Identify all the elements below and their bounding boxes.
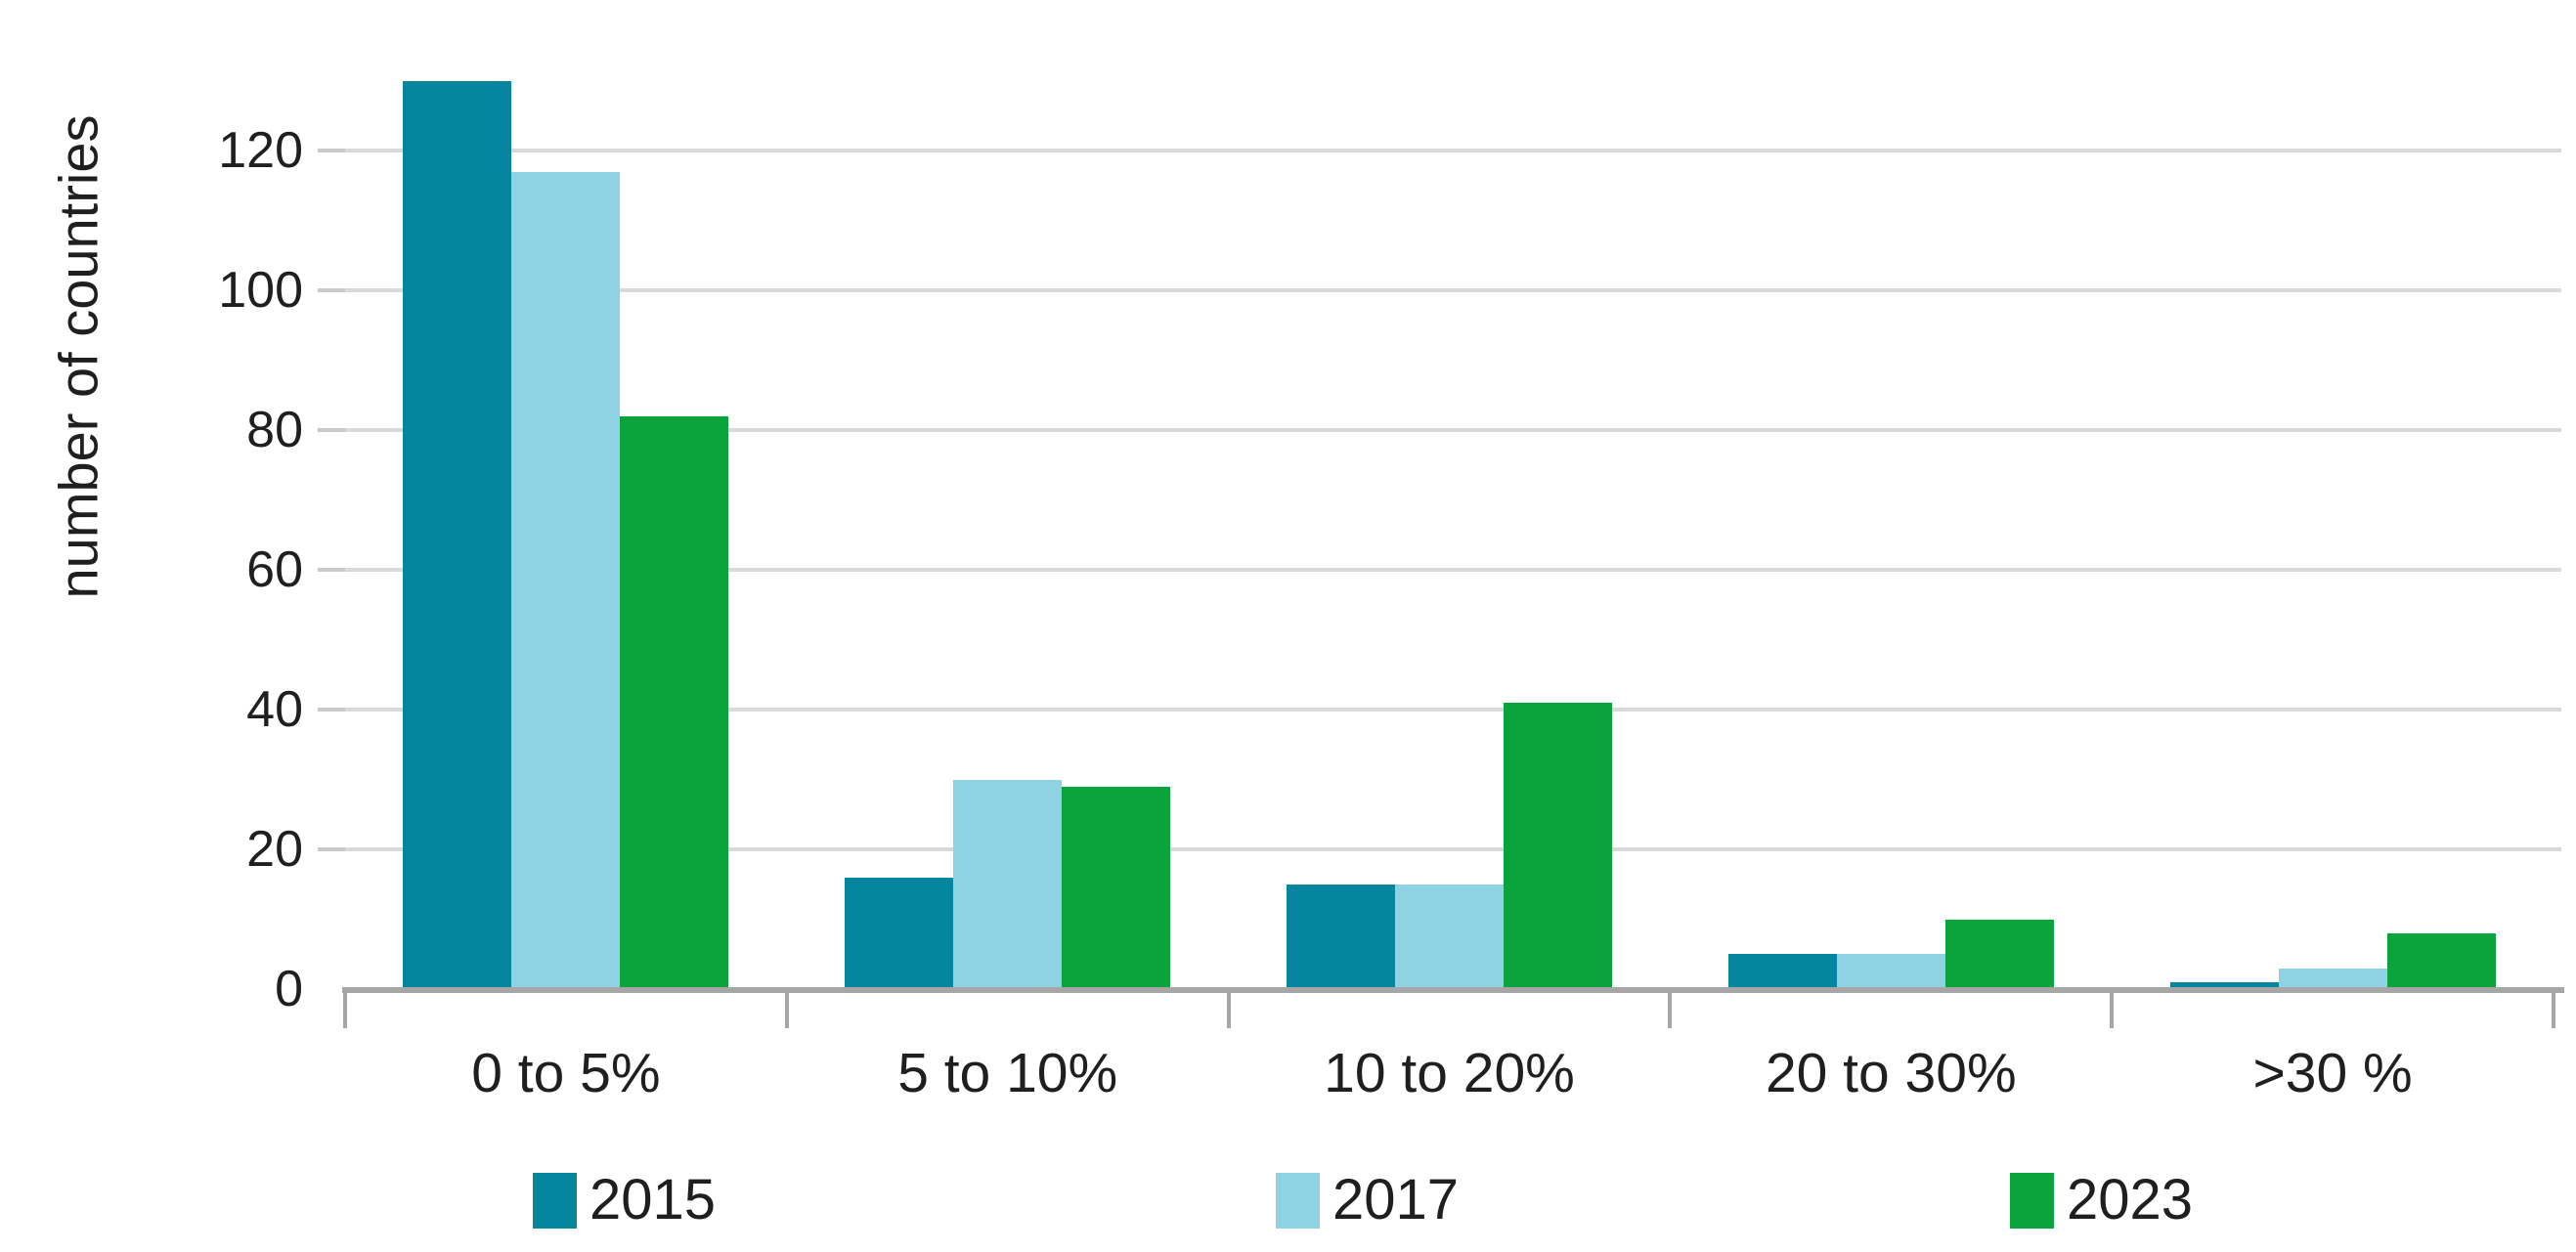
y-tick-mark-80 [318, 428, 345, 433]
legend-entry-2017: 2017 [1276, 1169, 1459, 1231]
legend-label-2023: 2023 [2067, 1168, 2194, 1231]
bar-2015-10-to-20pct [1287, 885, 1395, 989]
legend-entry-2015: 2015 [533, 1169, 716, 1231]
y-tick-label-100: 100 [218, 262, 303, 320]
bar-2017-30-pct [2279, 969, 2387, 989]
gridline-20 [345, 847, 2561, 852]
y-tick-mark-120 [318, 149, 345, 153]
y-tick-label-40: 40 [246, 681, 303, 739]
gridline-120 [345, 149, 2561, 153]
y-tick-mark-60 [318, 568, 345, 573]
gridline-40 [345, 708, 2561, 712]
legend-marker-2023 [2010, 1172, 2054, 1229]
x-axis-tick-2 [1227, 987, 1231, 1028]
x-category-label-0-to-5pct: 0 to 5% [471, 1042, 661, 1104]
x-axis-tick-3 [1668, 987, 1672, 1028]
bar-2015-0-to-5pct [403, 81, 511, 989]
bar-2023-10-to-20pct [1504, 703, 1612, 989]
y-axis-title: number of countries [47, 114, 109, 599]
x-category-label-30-pct: >30 % [2252, 1042, 2413, 1104]
x-axis-tick-1 [785, 987, 789, 1028]
bar-2015-30-pct [2170, 982, 2279, 989]
x-category-label-20-to-30pct: 20 to 30% [1765, 1042, 2017, 1104]
bar-2023-5-to-10pct [1062, 787, 1170, 989]
gridline-60 [345, 568, 2561, 573]
y-tick-mark-40 [318, 708, 345, 712]
bar-2015-5-to-10pct [845, 878, 953, 989]
bar-2023-20-to-30pct [1945, 920, 2054, 989]
legend-label-2017: 2017 [1332, 1168, 1460, 1231]
bar-2017-10-to-20pct [1395, 885, 1504, 989]
y-tick-mark-100 [318, 288, 345, 293]
gridline-100 [345, 288, 2561, 293]
x-axis-line [342, 987, 2564, 993]
x-axis-tick-5 [2552, 987, 2555, 1028]
gridline-80 [345, 428, 2561, 433]
y-tick-label-0: 0 [275, 961, 303, 1017]
legend-marker-2017 [1276, 1172, 1320, 1229]
legend-entry-2023: 2023 [2010, 1169, 2193, 1231]
bar-2017-20-to-30pct [1837, 954, 1945, 989]
legend-marker-2015 [533, 1172, 577, 1229]
y-tick-label-120: 120 [218, 122, 303, 180]
x-axis-tick-0 [343, 987, 347, 1028]
bar-2023-0-to-5pct [620, 416, 728, 989]
legend-label-2015: 2015 [589, 1168, 717, 1231]
x-category-label-10-to-20pct: 10 to 20% [1324, 1042, 1575, 1104]
bar-2017-0-to-5pct [511, 172, 620, 989]
y-tick-label-80: 80 [246, 402, 303, 459]
y-tick-mark-20 [318, 847, 345, 852]
bar-2017-5-to-10pct [953, 780, 1062, 989]
bar-2015-20-to-30pct [1728, 954, 1837, 989]
y-tick-label-60: 60 [246, 541, 303, 599]
bar-2023-30-pct [2387, 933, 2496, 989]
x-axis-tick-4 [2110, 987, 2114, 1028]
x-category-label-5-to-10pct: 5 to 10% [897, 1042, 1118, 1104]
y-tick-label-20: 20 [246, 821, 303, 879]
